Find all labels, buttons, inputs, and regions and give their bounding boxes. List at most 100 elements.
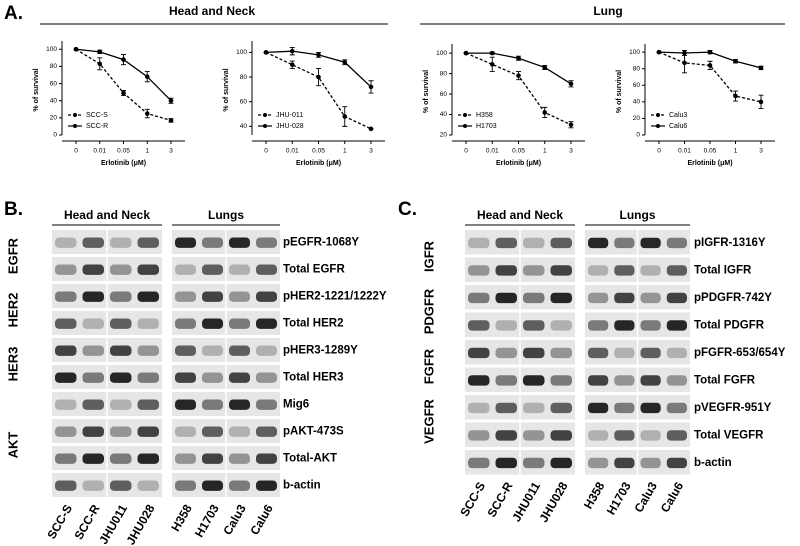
data-point xyxy=(542,110,548,115)
data-point xyxy=(121,90,126,96)
blot-band xyxy=(202,345,223,356)
blot-band xyxy=(110,237,132,248)
group-label: HER2 xyxy=(5,293,20,328)
legend-marker xyxy=(263,113,267,117)
y-tick-label: 0 xyxy=(53,132,57,139)
panel-label: B. xyxy=(4,199,23,220)
blot-band xyxy=(550,320,572,331)
blot-strip xyxy=(52,311,162,335)
row-label: pEGFR-1068Y xyxy=(283,237,359,249)
blot-band xyxy=(202,453,223,464)
data-point xyxy=(263,50,269,55)
blot-strip xyxy=(465,422,575,447)
blot-band xyxy=(495,237,517,249)
blot-band xyxy=(175,480,196,491)
x-tick-label: 0.05 xyxy=(312,148,325,155)
x-tick-label: 0.05 xyxy=(512,148,525,155)
blot-band xyxy=(229,291,250,302)
blot-band xyxy=(666,292,687,304)
lane-label: H1703 xyxy=(604,479,634,517)
blot-strip xyxy=(172,365,280,389)
x-tick-label: 0 xyxy=(657,148,661,155)
blot-band xyxy=(666,402,687,414)
blot-strip xyxy=(172,392,280,416)
data-point xyxy=(168,118,174,123)
data-point xyxy=(707,49,713,55)
blot-strip xyxy=(52,338,162,362)
blot-band xyxy=(614,320,635,331)
group-label: AKT xyxy=(5,432,20,459)
legend-label: SCC-S xyxy=(86,112,108,119)
blot-strip xyxy=(172,284,280,308)
data-point xyxy=(707,63,713,68)
row-label: pFGFR-653/654Y xyxy=(694,347,786,359)
blot-header: Head and Neck xyxy=(477,208,563,222)
blot-strip xyxy=(172,473,280,497)
blot-band xyxy=(523,402,545,414)
group-header: Lung xyxy=(593,4,622,18)
blot-band xyxy=(55,237,77,248)
data-point xyxy=(342,114,348,119)
data-point xyxy=(73,46,79,52)
blot-band xyxy=(229,264,250,275)
blot-strip xyxy=(465,367,575,392)
blot-band xyxy=(614,265,635,276)
blot-band xyxy=(137,426,159,437)
blot-band xyxy=(550,402,572,414)
blot-header: Head and Neck xyxy=(64,208,150,222)
legend-label: H358 xyxy=(476,112,493,119)
blot-band xyxy=(666,430,687,441)
blot-band xyxy=(640,375,661,386)
group-header: Head and Neck xyxy=(169,4,255,18)
blot-band xyxy=(468,430,490,441)
row-label: Total-AKT xyxy=(283,453,337,465)
group-label: IGFR xyxy=(421,240,436,272)
blot-band xyxy=(175,453,196,464)
blot-band xyxy=(495,347,517,359)
blot-strip xyxy=(585,312,690,337)
blot-band xyxy=(468,265,490,276)
data-point xyxy=(733,58,738,64)
blot-strip xyxy=(585,285,690,310)
blot-band xyxy=(55,426,77,437)
x-axis-label: Erlotinib (μM) xyxy=(101,160,146,167)
series-line xyxy=(658,51,762,103)
blot-band xyxy=(468,320,490,331)
blot-band xyxy=(588,320,609,331)
blot-band xyxy=(175,318,196,329)
blot-band xyxy=(82,345,104,356)
x-axis-label: Erlotinib (μM) xyxy=(296,160,341,167)
blot-band xyxy=(614,375,635,386)
blot-strip xyxy=(465,395,575,420)
blot-band xyxy=(666,347,687,359)
blot-band xyxy=(640,265,661,276)
blot-band xyxy=(175,237,196,248)
blot-band xyxy=(110,453,132,464)
blot-band xyxy=(523,265,545,276)
y-tick-label: 60 xyxy=(50,80,58,87)
x-tick-label: 3 xyxy=(759,148,763,155)
x-tick-label: 3 xyxy=(569,148,573,155)
blot-band xyxy=(256,426,277,437)
x-tick-label: 1 xyxy=(543,148,547,155)
legend-marker xyxy=(73,113,77,117)
blot-strip xyxy=(585,340,690,365)
row-label: Total PDGFR xyxy=(694,319,765,331)
blot-strip xyxy=(585,422,690,447)
row-label: pVEGFR-951Y xyxy=(694,402,772,414)
legend-marker xyxy=(263,124,267,128)
blot-band xyxy=(666,237,687,249)
blot-band xyxy=(550,265,572,276)
blot-band xyxy=(256,453,277,464)
data-point xyxy=(516,73,521,78)
blot-band xyxy=(110,480,132,491)
blot-band xyxy=(82,453,104,464)
blot-band xyxy=(202,264,223,275)
legend-label: SCC-R xyxy=(86,123,108,130)
blot-strip xyxy=(172,338,280,362)
blot-band xyxy=(614,237,635,249)
blot-band xyxy=(523,320,545,331)
blot-band xyxy=(550,347,572,359)
blot-strip xyxy=(585,230,690,255)
y-tick-label: 20 xyxy=(440,132,448,139)
